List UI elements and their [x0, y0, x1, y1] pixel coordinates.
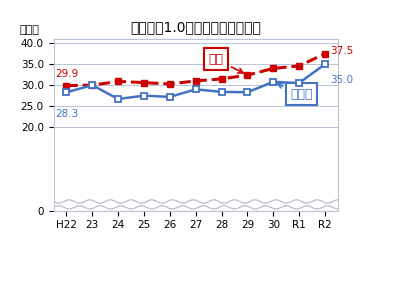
Text: （％）: （％）: [19, 25, 39, 36]
Text: 35.0: 35.0: [330, 75, 353, 85]
Text: 全国: 全国: [209, 53, 243, 73]
Text: 埼玉県: 埼玉県: [277, 83, 313, 101]
Text: 37.5: 37.5: [330, 46, 354, 56]
Title: 裸眼視力1.0未満の小学生の割合: 裸眼視力1.0未満の小学生の割合: [130, 20, 261, 34]
Text: 29.9: 29.9: [55, 69, 78, 79]
Text: 28.3: 28.3: [55, 109, 78, 119]
